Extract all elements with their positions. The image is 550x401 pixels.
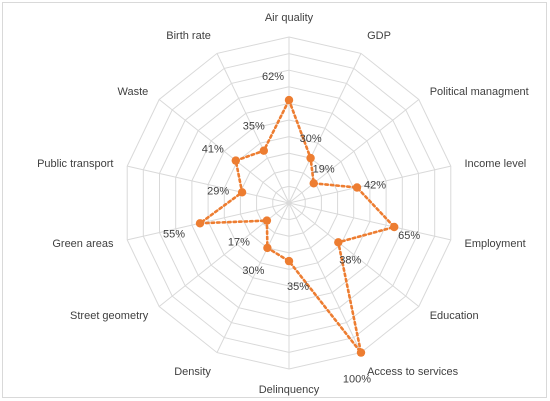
data-point-0 [284, 95, 294, 105]
grid-spoke [288, 202, 362, 353]
data-point-9 [262, 216, 272, 225]
value-label-11: 29% [207, 185, 229, 197]
value-label-0: 62% [262, 71, 284, 83]
grid-spoke [288, 202, 420, 307]
category-label-2: Political managment [430, 86, 529, 98]
data-point-13 [259, 146, 268, 155]
value-label-3: 42% [364, 180, 386, 192]
value-label-5: 38% [339, 254, 361, 266]
value-label-2: 19% [313, 163, 335, 175]
value-labels: 62% 30% 19% 42% 65% 38% 100% 35% 30% 17% 55% 29% 41%… [163, 71, 420, 386]
value-label-9: 17% [228, 237, 250, 249]
grid-spoke [158, 99, 290, 204]
data-point-4 [390, 222, 399, 232]
data-point-1 [306, 153, 315, 163]
category-label-11: Public transport [37, 158, 113, 170]
data-point-7 [284, 256, 294, 266]
data-point-10 [195, 219, 205, 228]
grid-spoke [288, 202, 451, 241]
category-label-3: Income level [465, 158, 527, 170]
grid-spoke [288, 165, 451, 204]
category-labels: Air quality GDP Political managment Income … [37, 12, 529, 396]
radar-grid [126, 36, 452, 370]
grid-spoke [288, 53, 362, 204]
series-layer [195, 95, 399, 357]
grid-spoke [127, 202, 290, 241]
data-point-6 [356, 348, 366, 357]
value-label-12: 41% [202, 144, 224, 156]
data-point-3 [352, 183, 362, 192]
category-label-6: Access to services [367, 366, 459, 378]
grid-spoke [216, 53, 290, 204]
category-label-9: Street geometry [70, 310, 149, 322]
value-label-13: 35% [243, 121, 265, 133]
grid-spoke [216, 202, 290, 353]
category-label-8: Density [174, 366, 211, 378]
data-point-8 [263, 243, 272, 253]
value-label-6: 100% [343, 374, 371, 386]
value-label-10: 55% [163, 228, 185, 240]
value-label-4: 65% [398, 230, 420, 242]
category-label-10: Green areas [52, 238, 114, 250]
category-label-4: Employment [465, 238, 526, 250]
category-label-1: GDP [367, 30, 391, 42]
value-label-7: 35% [287, 281, 309, 293]
category-label-7: Delinquency [259, 384, 320, 396]
value-label-8: 30% [242, 265, 264, 277]
data-point-11 [237, 188, 247, 197]
category-label-5: Education [430, 310, 479, 322]
category-label-12: Waste [118, 86, 149, 98]
value-label-1: 30% [300, 133, 322, 145]
data-point-12 [231, 156, 240, 165]
data-point-5 [334, 238, 343, 247]
category-label-13: Birth rate [166, 30, 211, 42]
category-label-0: Air quality [265, 12, 314, 24]
grid-spoke [127, 165, 290, 204]
data-point-2 [309, 179, 318, 188]
